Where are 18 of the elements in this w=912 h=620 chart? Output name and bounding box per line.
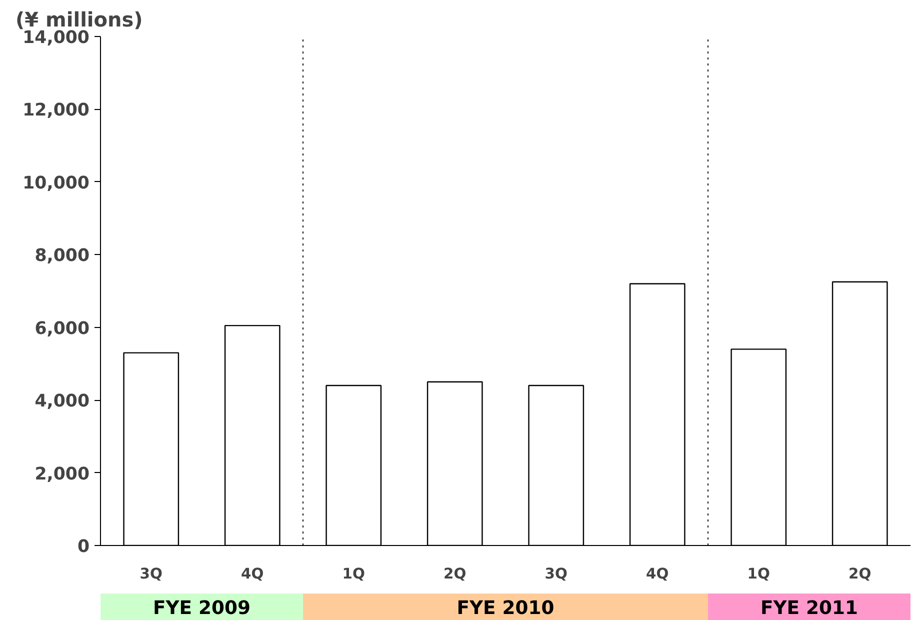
x-tick-label: 2Q: [848, 566, 872, 582]
text: FYE 2009: [153, 598, 250, 619]
y-tick-label: 10,000: [22, 173, 90, 194]
y-tick-label: 2,000: [34, 464, 90, 484]
x-tick-label: 3Q: [544, 566, 568, 582]
x-tick-label: 3Q: [140, 566, 162, 582]
y-tick-label: 4,000: [34, 392, 90, 412]
x-tick-label: 1Q: [747, 566, 770, 582]
x-tick-label: 4Q: [241, 566, 264, 582]
text: FYE 2011: [760, 598, 858, 619]
y-tick-label: 0: [77, 537, 90, 557]
y-tick-label: 12,000: [22, 100, 90, 121]
y-tick-label: 8,000: [34, 246, 90, 266]
y-tick-label: 6,000: [34, 318, 90, 339]
x-tick-label: 1Q: [342, 566, 365, 582]
text: FYE 2010: [456, 598, 554, 619]
x-tick-label: 2Q: [444, 566, 466, 582]
x-tick-label: 4Q: [646, 566, 669, 582]
